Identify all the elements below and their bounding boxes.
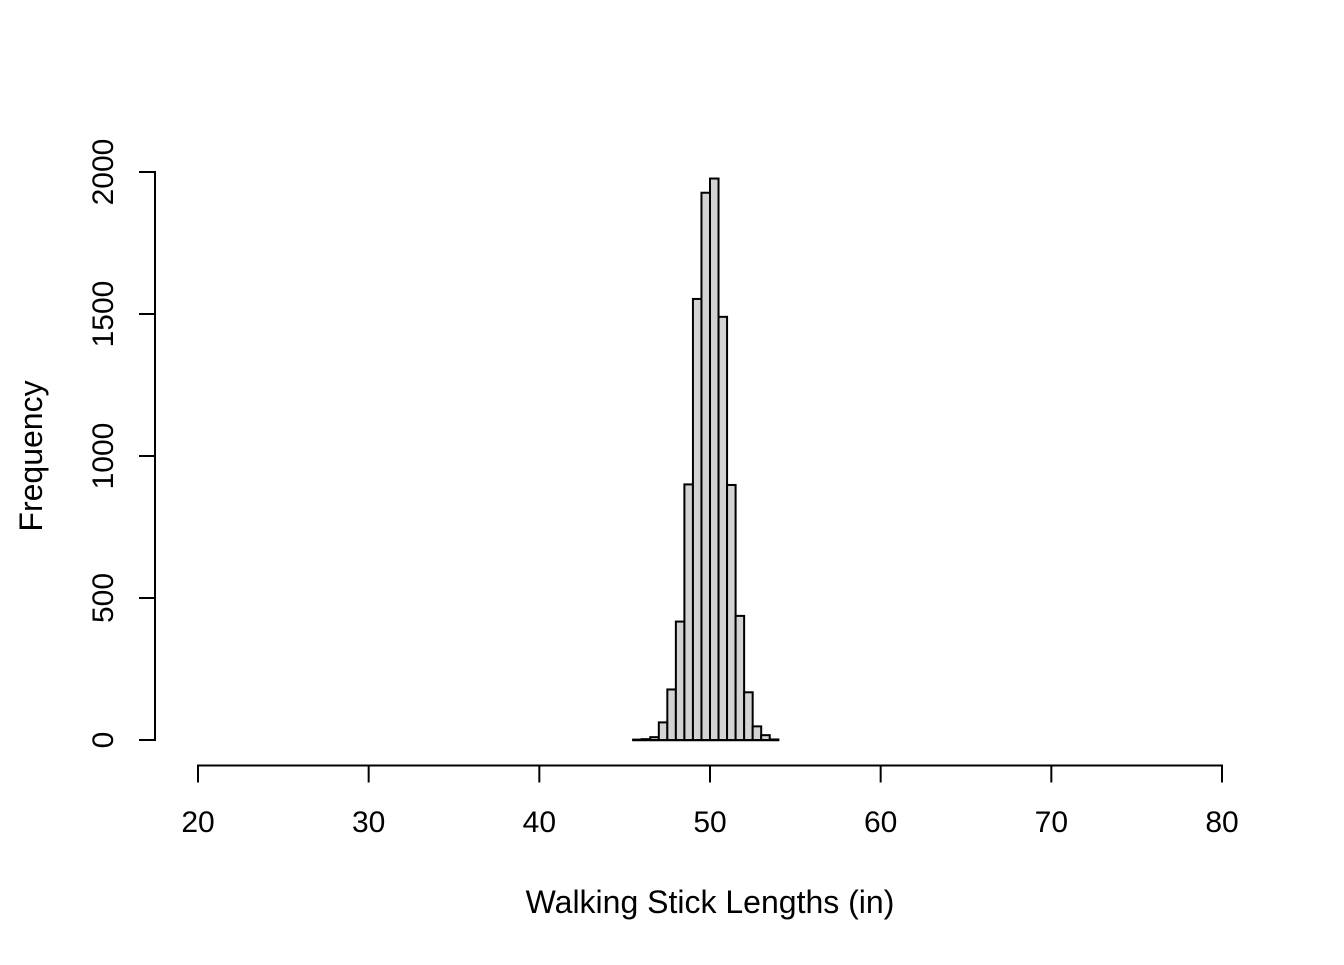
- y-axis-title: Frequency: [13, 380, 49, 531]
- histogram-bar: [744, 692, 753, 740]
- x-axis-tick-label: 20: [181, 806, 214, 839]
- histogram-bar: [701, 193, 710, 740]
- histogram-bar: [650, 737, 659, 740]
- y-axis-ticks: [139, 172, 155, 740]
- y-axis-tick-label: 1500: [87, 281, 120, 348]
- histogram-bar: [667, 689, 676, 740]
- x-axis-tick-label: 40: [523, 806, 556, 839]
- histogram-bar: [676, 622, 685, 740]
- histogram-bar: [719, 317, 728, 740]
- y-axis-tick-label: 2000: [87, 139, 120, 206]
- x-axis-tick-label: 60: [864, 806, 897, 839]
- histogram-bar: [736, 616, 745, 740]
- x-axis-tick-labels: 20 30 40 50 60 70 80: [181, 806, 1238, 839]
- x-axis-ticks: [198, 766, 1222, 783]
- histogram-bars: [633, 179, 778, 740]
- y-axis-tick-labels: 0 500 1000 1500 2000: [87, 139, 120, 749]
- histogram-bar: [770, 739, 779, 740]
- histogram-bar: [659, 722, 668, 740]
- histogram-bar: [710, 179, 719, 740]
- histogram-bar: [642, 739, 651, 740]
- y-axis-tick-label: 1000: [87, 423, 120, 490]
- x-axis-title: Walking Stick Lengths (in): [526, 884, 895, 920]
- histogram-bar: [761, 735, 770, 740]
- x-axis-tick-label: 70: [1035, 806, 1068, 839]
- x-axis-tick-label: 50: [693, 806, 726, 839]
- histogram-bar: [727, 485, 736, 740]
- x-axis-tick-label: 80: [1205, 806, 1238, 839]
- x-axis-tick-label: 30: [352, 806, 385, 839]
- histogram-bar: [693, 299, 702, 740]
- y-axis-tick-label: 500: [87, 573, 120, 623]
- histogram-bar: [684, 484, 693, 740]
- y-axis-tick-label: 0: [87, 732, 120, 749]
- histogram-bar: [753, 726, 762, 740]
